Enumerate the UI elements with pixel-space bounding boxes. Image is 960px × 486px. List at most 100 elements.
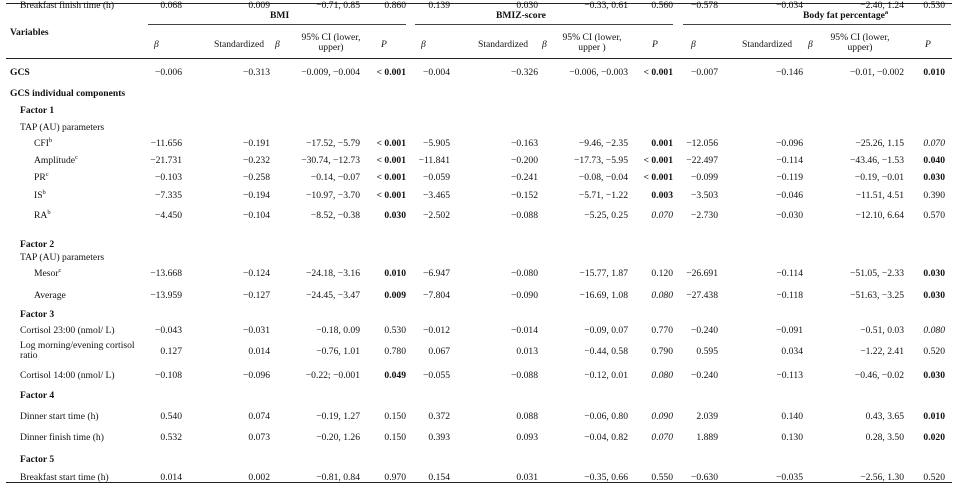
cell-beta: −0.240: [691, 325, 718, 336]
standardized-beta-header: β: [275, 39, 280, 50]
row-label-footnote: c: [58, 266, 62, 274]
cell-ci: −5.71, −1.22: [578, 190, 628, 201]
row-label-text: IS: [34, 190, 43, 201]
cell-ci: −2.40, 1.24: [860, 0, 904, 11]
cell-std: −0.118: [776, 290, 803, 301]
cell-p: 0.009: [384, 290, 406, 301]
cell-std: −0.046: [776, 190, 803, 201]
cell-ci: −2.56, 1.30: [860, 472, 904, 483]
cell-beta: −2.502: [423, 210, 450, 221]
cell-p: 0.030: [923, 268, 945, 279]
row-section-label: TAP (AU) parameters: [20, 122, 105, 133]
cell-ci: 0.43, 3.65: [865, 411, 904, 422]
cell-p: 0.001: [651, 138, 673, 149]
bodyfat-group-header: Body fat percentagea: [803, 8, 889, 21]
cell-ci: −17.73, −5.95: [574, 155, 628, 166]
cell-std: 0.074: [248, 411, 270, 422]
cell-std: −0.088: [511, 210, 538, 221]
cell-p: 0.030: [923, 290, 945, 301]
row-label: Mesorc: [34, 266, 62, 279]
cell-beta: 0.127: [160, 346, 182, 357]
cell-std: 0.031: [516, 472, 538, 483]
row-label: Dinner start time (h): [20, 411, 99, 422]
cell-std: −0.200: [511, 155, 538, 166]
cell-p: 0.530: [923, 0, 945, 11]
cell-ci: −0.71, 0.85: [316, 0, 360, 11]
cell-std: 0.009: [248, 0, 270, 11]
standardized-beta-header: β: [808, 39, 813, 50]
cell-beta: −27.438: [686, 290, 718, 301]
cell-ci: −0.006, −0.003: [569, 67, 628, 78]
cell-std: −0.191: [243, 138, 270, 149]
beta-header: β: [691, 39, 696, 50]
cell-beta: 1.889: [696, 432, 718, 443]
cell-p: < 0.001: [376, 67, 406, 78]
row-label-text: Dinner finish time (h): [20, 432, 104, 443]
cell-std: −0.090: [511, 290, 538, 301]
cell-p: 0.080: [651, 290, 673, 301]
cell-ci: −0.22; −0.001: [305, 370, 360, 381]
cell-beta: −0.108: [155, 370, 182, 381]
cell-std: −0.031: [243, 325, 270, 336]
row-label-text: Cortisol 14:00 (nmol/ L): [20, 370, 115, 381]
cell-beta: 0.393: [428, 432, 450, 443]
cell-p: 0.049: [384, 370, 406, 381]
cell-beta: −13.959: [150, 290, 182, 301]
cell-p: 0.780: [384, 346, 406, 357]
cell-beta: 0.068: [160, 0, 182, 11]
cell-p: 0.150: [384, 411, 406, 422]
cell-std: −0.326: [511, 67, 538, 78]
cell-ci: −0.09, 0.07: [584, 325, 628, 336]
cell-ci: −0.04, 0.82: [584, 432, 628, 443]
cell-std: 0.130: [781, 432, 803, 443]
cell-ci: −9.46, −2.35: [578, 138, 628, 149]
cell-ci: −0.12, 0.01: [584, 370, 628, 381]
cell-std: −0.127: [243, 290, 270, 301]
cell-beta: −0.007: [691, 67, 718, 78]
row-label-text: Amplitude: [34, 155, 76, 166]
row-section-label: Factor 1: [20, 105, 55, 116]
cell-p: 0.090: [651, 411, 673, 422]
p-header: P: [652, 39, 658, 50]
cell-std: 0.093: [516, 432, 538, 443]
cell-std: 0.014: [248, 346, 270, 357]
cell-beta: −0.630: [691, 472, 718, 483]
cell-ci: −12.10, 6.64: [855, 210, 904, 221]
cell-ci: −0.76, 1.01: [316, 346, 360, 357]
cell-beta: −2.730: [691, 210, 718, 221]
cell-beta: 0.139: [428, 0, 450, 11]
cell-p: 0.080: [923, 325, 945, 336]
cell-p: 0.070: [923, 138, 945, 149]
cell-p: 0.550: [651, 472, 673, 483]
beta-header: β: [421, 39, 426, 50]
cell-ci: −0.35, 0.66: [584, 472, 628, 483]
row-label-footnote: b: [47, 208, 51, 216]
cell-std: −0.104: [243, 210, 270, 221]
cell-beta: 0.372: [428, 411, 450, 422]
bodyfat-group-sup: a: [884, 8, 889, 16]
cell-p: 0.120: [651, 268, 673, 279]
cell-std: 0.088: [516, 411, 538, 422]
cell-ci: −10.97, −3.70: [306, 190, 360, 201]
cell-ci: −0.44, 0.58: [584, 346, 628, 357]
cell-ci: −0.51, 0.03: [860, 325, 904, 336]
p-header: P: [381, 39, 387, 50]
cell-beta: −7.335: [155, 190, 182, 201]
cell-beta: −22.497: [686, 155, 718, 166]
cell-p: < 0.001: [643, 67, 673, 78]
cell-std: −0.313: [243, 67, 270, 78]
top-rule: [6, 3, 952, 5]
row-label-text: Average: [34, 290, 66, 301]
standardized-header: Standardized: [214, 39, 265, 50]
row-label-text: CFI: [34, 138, 49, 149]
row-label: Cortisol 23:00 (nmol/ L): [20, 325, 115, 336]
cell-ci: −24.18, −3.16: [306, 268, 360, 279]
cell-beta: −0.055: [423, 370, 450, 381]
bmiz-group-label: BMIZ-score: [496, 10, 546, 21]
cell-p: < 0.001: [376, 172, 406, 183]
cell-std: −0.114: [776, 155, 803, 166]
row-label-text: GCS: [10, 67, 30, 78]
cell-std: 0.013: [516, 346, 538, 357]
cell-std: −0.258: [243, 172, 270, 183]
cell-p: 0.520: [923, 346, 945, 357]
